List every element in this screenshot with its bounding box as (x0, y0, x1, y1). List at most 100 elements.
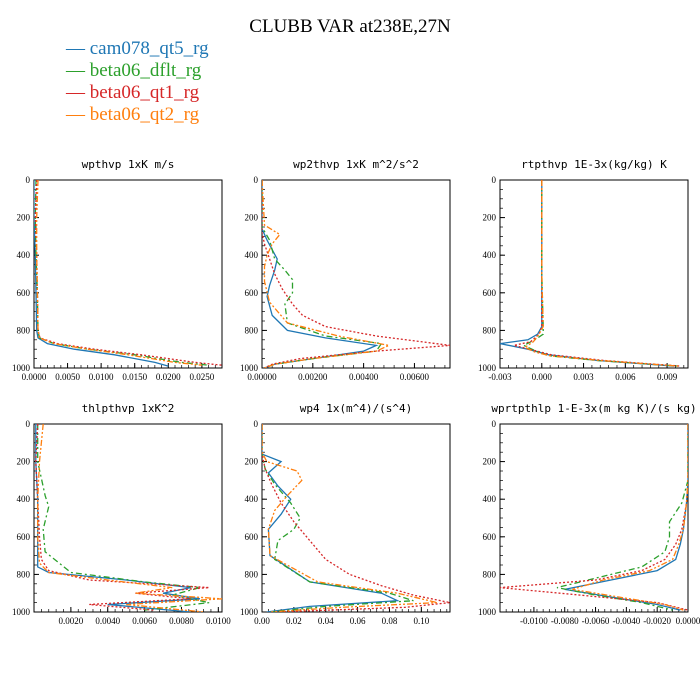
series-line-1 (500, 180, 675, 367)
legend: — cam078_qt5_rg — beta06_dflt_rg — beta0… (66, 38, 209, 126)
x-tick-label: 0.0000 (676, 616, 700, 626)
x-tick-label: 0.0060 (132, 616, 157, 626)
y-tick-label: 0 (26, 175, 31, 185)
y-tick-label: 1000 (240, 363, 259, 373)
x-tick-label: 0.000 (532, 372, 553, 382)
y-tick-label: 400 (245, 250, 259, 260)
x-tick-label: -0.003 (488, 372, 512, 382)
x-tick-label: 0.10 (413, 616, 429, 626)
series-line-3 (34, 180, 222, 366)
series-line-2 (556, 424, 688, 611)
series-line-4 (262, 424, 438, 612)
panel-title: wpthvp 1xK m/s (82, 158, 175, 171)
y-tick-label: 200 (483, 213, 497, 223)
y-tick-label: 200 (17, 457, 31, 467)
x-tick-label: 0.08 (382, 616, 398, 626)
panel-title: wprtpthlp 1-E-3x(m kg K)/(s kg) (491, 402, 696, 415)
panel-title: wp4 1x(m^4)/(s^4) (300, 402, 413, 415)
series-line-4 (523, 180, 679, 367)
series-line-1 (262, 180, 379, 368)
series-line-4 (37, 424, 222, 612)
y-tick-label: 200 (17, 213, 31, 223)
y-tick-label: 600 (483, 288, 497, 298)
chart-title: CLUBB VAR at238E,27N (249, 16, 451, 37)
x-tick-label: 0.0100 (89, 372, 114, 382)
y-tick-label: 0 (254, 419, 259, 429)
panel-frame (33, 423, 223, 613)
series-line-1 (35, 424, 200, 612)
y-tick-label: 0 (26, 419, 31, 429)
panel-4: thlpthvp 1xK^2 0 200 400 600 800 1000 0.0020 0.0… (12, 402, 231, 626)
legend-item: — beta06_qt1_rg (66, 82, 200, 103)
x-tick-label: 0.0150 (122, 372, 147, 382)
y-tick-label: 0 (254, 175, 259, 185)
series-line-1 (34, 180, 169, 367)
y-tick-label: 800 (245, 569, 259, 579)
legend-label: beta06_dflt_rg (89, 60, 202, 81)
panel-2: wp2thvp 1xK m^2/s^2020040060080010000.00… (240, 158, 451, 382)
x-tick-label: 0.00400 (349, 372, 379, 382)
x-tick-label: -0.0040 (612, 616, 640, 626)
y-tick-label: 400 (17, 494, 31, 504)
x-tick-label: 0.02 (286, 616, 302, 626)
y-tick-label: 800 (17, 325, 31, 335)
x-tick-label: 0.003 (573, 372, 594, 382)
panel-6: wprtpthlp 1-E-3x(m kg K)/(s kg) 0 200 400 60… (478, 402, 700, 626)
y-tick-label: 0 (492, 419, 497, 429)
series-line-2 (262, 180, 383, 368)
panel-frame (33, 179, 223, 369)
x-tick-label: -0.0020 (643, 616, 671, 626)
y-tick-label: 800 (483, 325, 497, 335)
legend-item: — beta06_dflt_rg (66, 60, 202, 81)
y-tick-label: 200 (245, 457, 259, 467)
y-tick-label: 800 (17, 569, 31, 579)
y-tick-label: 0 (492, 175, 497, 185)
x-tick-label: 0.0200 (156, 372, 181, 382)
panel-frame (261, 423, 451, 613)
series-line-1 (262, 424, 400, 612)
x-tick-label: 0.00000 (247, 372, 277, 382)
series-line-3 (513, 180, 682, 367)
y-tick-label: 400 (17, 250, 31, 260)
y-tick-label: 400 (245, 494, 259, 504)
y-tick-label: 600 (17, 532, 31, 542)
y-tick-label: 1000 (240, 607, 259, 617)
x-tick-label: 0.0250 (189, 372, 214, 382)
y-tick-label: 800 (245, 325, 259, 335)
x-tick-label: 0.009 (657, 372, 678, 382)
panel-title: rtpthvp 1E-3x(kg/kg) K (521, 158, 667, 171)
x-tick-label: 0.006 (615, 372, 636, 382)
y-tick-label: 1000 (478, 363, 497, 373)
y-tick-label: 600 (17, 288, 31, 298)
x-tick-label: 0.00 (254, 616, 270, 626)
legend-label: beta06_qt2_rg (89, 104, 200, 125)
series-line-4 (572, 424, 688, 611)
x-tick-label: 0.00200 (298, 372, 328, 382)
legend-label: beta06_qt1_rg (89, 82, 200, 103)
panel-3: rtpthvp 1E-3x(kg/kg) K 0 200 400 600 800 1000-… (478, 158, 689, 382)
y-tick-label: 200 (245, 213, 259, 223)
series-line-1 (564, 424, 688, 611)
y-tick-label: 400 (483, 250, 497, 260)
series-line-3 (262, 424, 450, 612)
x-tick-label: 0.0000 (22, 372, 47, 382)
x-tick-label: 0.06 (350, 616, 366, 626)
series-line-3 (500, 424, 688, 611)
x-tick-label: -0.0080 (551, 616, 579, 626)
y-tick-label: 800 (483, 569, 497, 579)
panel-title: thlpthvp 1xK^2 (82, 402, 175, 415)
x-tick-label: 0.0080 (169, 616, 194, 626)
series-line-3 (262, 180, 450, 368)
series-line-2 (522, 180, 679, 367)
y-tick-label: 1000 (478, 607, 497, 617)
y-tick-label: 200 (483, 457, 497, 467)
x-tick-label: 0.04 (318, 616, 334, 626)
x-tick-label: 0.0040 (95, 616, 120, 626)
y-tick-label: 1000 (12, 363, 31, 373)
series-line-2 (34, 180, 209, 366)
x-tick-label: 0.0100 (206, 616, 231, 626)
y-tick-label: 400 (483, 494, 497, 504)
